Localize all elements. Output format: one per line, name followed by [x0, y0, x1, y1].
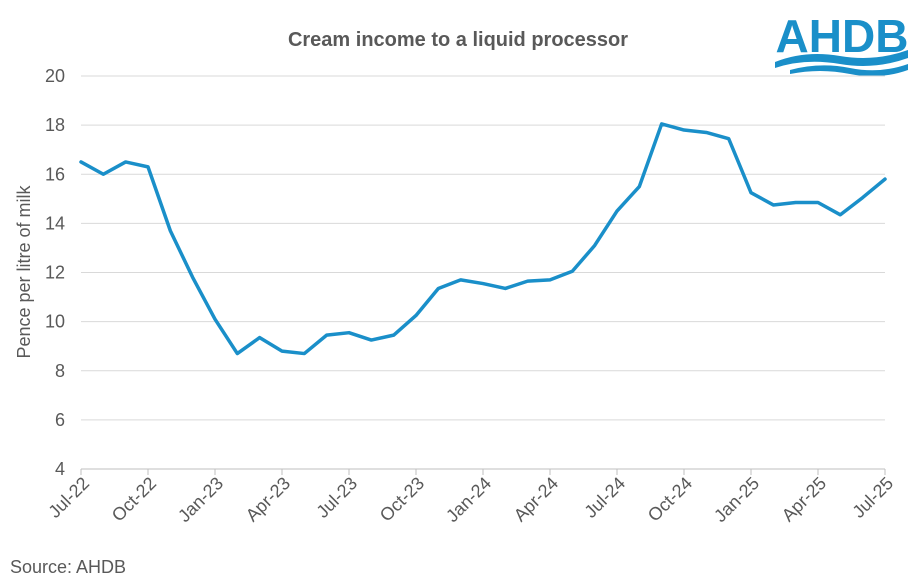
x-tick-label: Oct-24 — [644, 473, 696, 525]
y-tick-label: 20 — [45, 66, 65, 86]
x-tick-label: Apr-24 — [510, 473, 562, 525]
y-tick-label: 6 — [55, 410, 65, 430]
x-tick-label: Apr-25 — [778, 473, 830, 525]
x-tick-label: Jul-24 — [580, 473, 629, 522]
series-line — [79, 122, 887, 356]
source-note: Source: AHDB — [10, 557, 126, 577]
x-tick-label: Oct-23 — [376, 473, 428, 525]
x-tick-label: Jan-23 — [174, 473, 227, 526]
ahdb-logo: AHDB — [775, 10, 909, 77]
y-tick-label: 8 — [55, 361, 65, 381]
gridlines — [81, 75, 885, 421]
logo-wave-icon-2 — [790, 64, 908, 77]
x-tick-label: Jan-24 — [442, 473, 495, 526]
x-tick-label: Apr-23 — [242, 473, 294, 525]
y-tick-label: 12 — [45, 263, 65, 283]
y-tick-label: 4 — [55, 459, 65, 479]
x-axis-ticks: Jul-22 Oct-22 Jan-23 Apr-23 Jul-23 Oct-23 Jan-… — [44, 469, 897, 526]
x-tick-label: Jan-25 — [710, 473, 763, 526]
x-tick-label: Jul-22 — [44, 473, 93, 522]
chart-title: Cream income to a liquid processor — [288, 29, 628, 51]
x-tick-label: Jul-23 — [312, 473, 361, 522]
y-tick-label: 14 — [45, 213, 65, 233]
logo-text: AHDB — [776, 10, 909, 62]
y-tick-label: 18 — [45, 115, 65, 135]
x-tick-label: Oct-22 — [108, 473, 160, 525]
y-axis-label: Pence per litre of milk — [14, 184, 34, 358]
x-tick-label: Jul-25 — [848, 473, 897, 522]
y-tick-label: 16 — [45, 164, 65, 184]
y-axis-ticks: 4 6 8 10 12 14 16 18 20 — [45, 66, 65, 479]
logo-wave-icon — [775, 50, 908, 68]
y-tick-label: 10 — [45, 312, 65, 332]
